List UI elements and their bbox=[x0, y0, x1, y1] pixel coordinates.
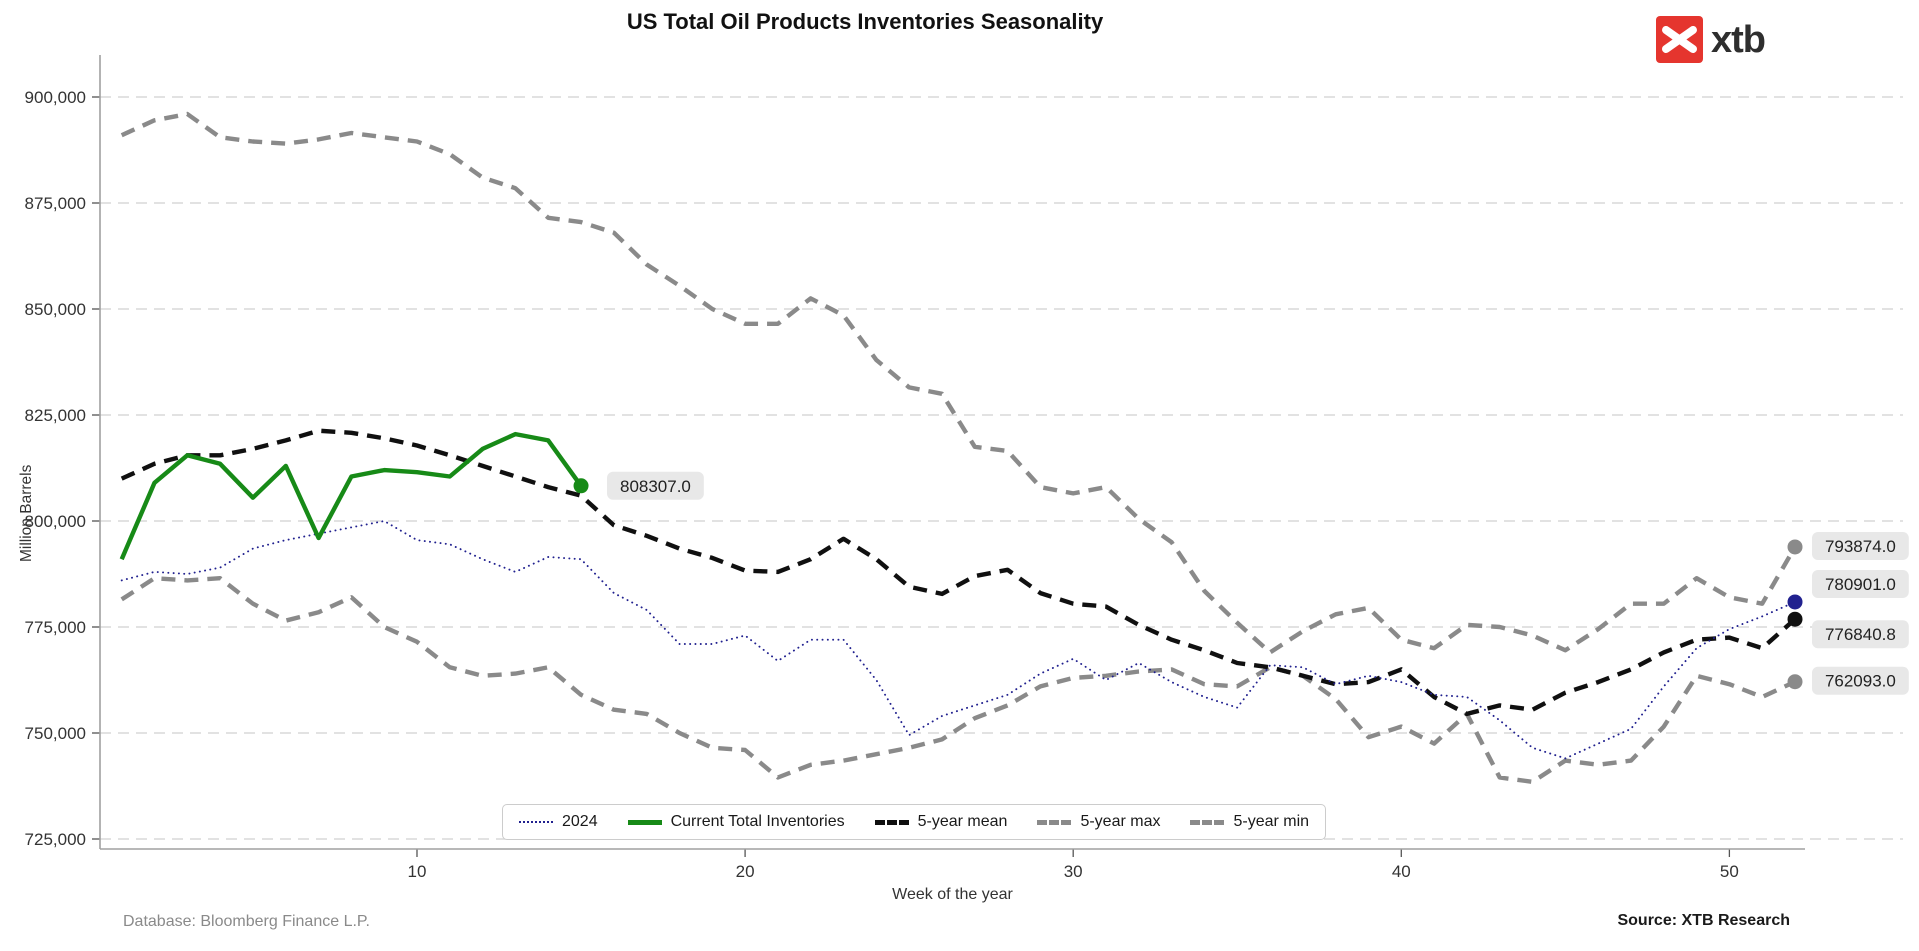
series-line-current-total-inventories bbox=[119, 431, 583, 561]
series-end-dot bbox=[573, 478, 589, 494]
x-tick-label: 40 bbox=[1392, 862, 1411, 881]
x-axis-label: Week of the year bbox=[892, 886, 1013, 903]
y-tick-label: 750,000 bbox=[25, 724, 86, 743]
y-tick-label: 775,000 bbox=[25, 618, 86, 637]
value-label-box bbox=[1812, 620, 1909, 649]
legend: 2024 Current Total Inventories 5-year mean… bbox=[502, 804, 1327, 840]
y-axis-label: Million Barrels bbox=[18, 464, 35, 562]
series-end-dot bbox=[1787, 539, 1803, 555]
database-credit: Database: Bloomberg Finance L.P. bbox=[123, 913, 370, 930]
value-label-text: 808307.0 bbox=[620, 477, 691, 496]
legend-swatch-dashed-gray bbox=[1190, 819, 1225, 825]
value-label-text: 780901.0 bbox=[1825, 575, 1896, 594]
series-line-5-year-mean bbox=[120, 428, 1797, 717]
legend-label: 5-year min bbox=[1233, 813, 1310, 830]
y-tick-label: 800,000 bbox=[25, 512, 86, 531]
value-label-text: 776840.8 bbox=[1825, 625, 1896, 644]
legend-label: Current Total Inventories bbox=[670, 813, 845, 830]
value-label-box bbox=[1812, 569, 1909, 598]
x-tick-label: 50 bbox=[1720, 862, 1739, 881]
series-line-2024 bbox=[120, 520, 1796, 760]
y-tick-label: 875,000 bbox=[25, 194, 86, 213]
value-label-text: 762093.0 bbox=[1825, 672, 1896, 691]
legend-item-5-year-max: 5-year max bbox=[1037, 813, 1160, 831]
xtb-logo-icon bbox=[1656, 16, 1703, 63]
series-line-5-year-max bbox=[120, 111, 1797, 655]
y-tick-label: 900,000 bbox=[25, 88, 86, 107]
y-tick-label: 825,000 bbox=[25, 406, 86, 425]
legend-swatch-dotted-navy bbox=[519, 821, 553, 823]
series-end-dot bbox=[1787, 611, 1803, 627]
source-credit: Source: XTB Research bbox=[1617, 912, 1790, 929]
x-tick-label: 20 bbox=[736, 862, 755, 881]
chart-title: US Total Oil Products Inventories Season… bbox=[626, 9, 1104, 34]
x-tick-label: 30 bbox=[1064, 862, 1083, 881]
legend-label: 2024 bbox=[562, 813, 598, 830]
legend-label: 5-year max bbox=[1080, 813, 1161, 830]
series-end-dot bbox=[1787, 594, 1803, 610]
legend-item-5-year-mean: 5-year mean bbox=[874, 813, 1008, 831]
legend-swatch-solid-green bbox=[627, 819, 662, 825]
legend-item-5-year-min: 5-year min bbox=[1190, 813, 1309, 831]
value-label-text: 793874.0 bbox=[1825, 537, 1896, 556]
value-label-box bbox=[1812, 531, 1909, 560]
series-line-5-year-min bbox=[120, 576, 1796, 784]
series-end-dot bbox=[1787, 674, 1803, 690]
legend-item-2024: 2024 bbox=[519, 813, 598, 831]
y-tick-label: 850,000 bbox=[25, 300, 86, 319]
legend-item-current-total-inventories: Current Total Inventories bbox=[627, 813, 845, 831]
legend-swatch-dashed-black bbox=[874, 819, 909, 825]
value-label-box bbox=[1812, 666, 1909, 695]
y-tick-label: 725,000 bbox=[25, 830, 86, 849]
xtb-logo-text: xtb bbox=[1711, 18, 1766, 61]
legend-swatch-dashed-gray bbox=[1037, 819, 1072, 825]
legend-label: 5-year mean bbox=[917, 813, 1008, 830]
x-tick-label: 10 bbox=[408, 862, 427, 881]
xtb-logo: xtb bbox=[1656, 16, 1766, 63]
value-label-box bbox=[607, 471, 704, 500]
